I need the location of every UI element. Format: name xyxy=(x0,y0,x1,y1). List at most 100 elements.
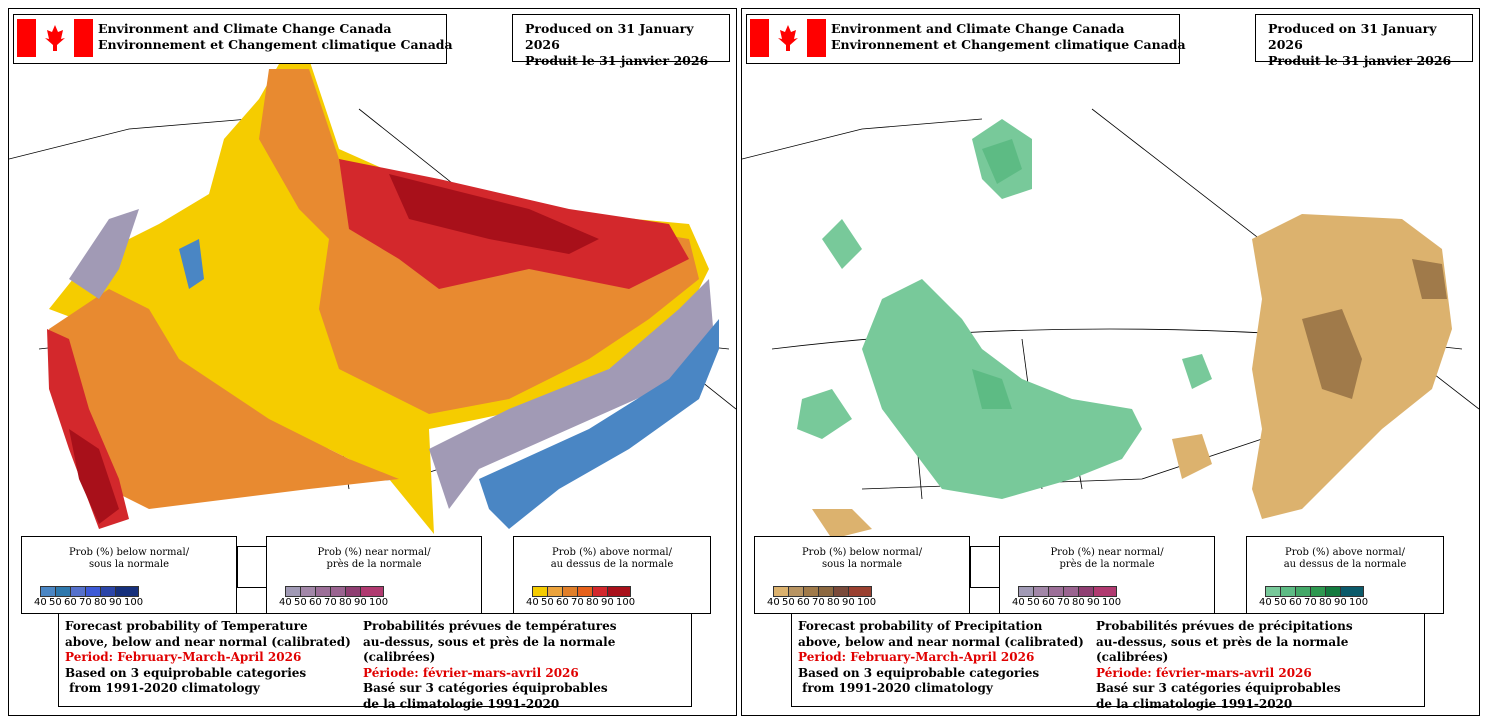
tick-label: 80 xyxy=(1319,597,1332,608)
color-swatch xyxy=(41,587,56,596)
forecast-description: Forecast probability of Precipitation abo… xyxy=(791,613,1425,711)
period-fr: Période: février-mars-avril 2026 xyxy=(1096,665,1312,680)
org-name-en: Environment and Climate Change Canada xyxy=(831,21,1125,36)
desc-fr: au-dessus, sous et près de la normale (c… xyxy=(1096,634,1349,665)
produced-en: Produced on 31 January 2026 xyxy=(1268,21,1437,52)
tick-label: 70 xyxy=(1304,597,1317,608)
color-swatch xyxy=(1311,587,1326,596)
tick-label: 60 xyxy=(64,597,77,608)
color-swatch xyxy=(1296,587,1311,596)
tick-label: 40 xyxy=(526,597,539,608)
below-normal-region xyxy=(179,239,719,529)
desc-en: Forecast probability of Temperature xyxy=(65,619,308,633)
tick-label: 80 xyxy=(339,597,352,608)
tick-label: 90 xyxy=(842,597,855,608)
color-swatch xyxy=(1281,587,1296,596)
color-swatch xyxy=(834,587,849,596)
legend-title-fr: sous la normale xyxy=(88,559,170,570)
legend-near-normal: Prob (%) near normal/près de la normale 4… xyxy=(266,536,482,614)
period-en: Period: February-March-April 2026 xyxy=(65,650,302,664)
tick-label: 60 xyxy=(309,597,322,608)
desc-fr: Probabilités prévues de précipitations xyxy=(1096,619,1353,633)
desc-fr: Basé sur 3 catégories équiprobables xyxy=(363,681,608,695)
color-swatch xyxy=(316,587,331,596)
legend-above-normal: Prob (%) above normal/au dessus de la no… xyxy=(513,536,711,614)
scale-ticks: 40 50 60 70 80 90 100 xyxy=(1012,597,1121,608)
color-swatch xyxy=(361,587,383,596)
desc-en: from 1991-2020 climatology xyxy=(798,681,993,695)
color-swatch xyxy=(346,587,361,596)
color-swatch xyxy=(1266,587,1281,596)
forecast-description: Forecast probability of Temperature above… xyxy=(58,613,692,711)
canada-flag-icon xyxy=(17,19,93,57)
legend-above-normal: Prob (%) above normal/au dessus de la no… xyxy=(1246,536,1444,614)
above-normal-darkgreen-region xyxy=(972,139,1022,409)
color-swatch xyxy=(593,587,608,596)
tick-label: 80 xyxy=(1072,597,1085,608)
tick-label: 80 xyxy=(827,597,840,608)
tick-label: 90 xyxy=(1087,597,1100,608)
scale-ticks: 40 50 60 70 80 90 100 xyxy=(34,597,144,608)
org-name-en: Environment and Climate Change Canada xyxy=(98,21,392,36)
legend-below-normal: Prob (%) below normal/sous la normale 40 5… xyxy=(754,536,970,614)
tick-label: 100 xyxy=(616,597,636,608)
desc-fr: Basé sur 3 catégories équiprobables xyxy=(1096,681,1341,695)
period-fr: Période: février-mars-avril 2026 xyxy=(363,665,579,680)
color-swatch xyxy=(56,587,71,596)
color-swatch xyxy=(101,587,116,596)
tick-label: 60 xyxy=(556,597,569,608)
spacer-box xyxy=(237,546,267,588)
desc-en: Based on 3 equiprobable categories xyxy=(798,665,1040,680)
produced-date: Produced on 31 January 2026 Produit le 31… xyxy=(1255,14,1473,68)
above-normal-orange-region xyxy=(49,69,699,509)
legend-title-en: Prob (%) near normal/ xyxy=(1050,547,1164,558)
color-scale xyxy=(285,586,384,597)
temperature-map xyxy=(9,59,736,534)
legend-title-fr: près de la normale xyxy=(326,559,422,570)
desc-en: Based on 3 equiprobable categories xyxy=(65,665,307,680)
tick-label: 40 xyxy=(1259,597,1272,608)
period-en: Period: February-March-April 2026 xyxy=(798,650,1035,664)
temperature-map-panel: Environment and Climate Change Canada Env… xyxy=(8,8,737,716)
scale-ticks: 40 50 60 70 80 90 100 xyxy=(526,597,636,608)
color-swatch xyxy=(71,587,86,596)
agency-header: Environment and Climate Change Canada Env… xyxy=(746,14,1186,64)
tick-label: 70 xyxy=(1057,597,1070,608)
color-swatch xyxy=(331,587,346,596)
legend-title-fr: au dessus de la normale xyxy=(1283,559,1407,570)
produced-fr: Produit le 31 janvier 2026 xyxy=(1268,53,1452,68)
color-swatch xyxy=(1341,587,1363,596)
tick-label: 70 xyxy=(812,597,825,608)
tick-label: 40 xyxy=(767,597,780,608)
color-swatch xyxy=(286,587,301,596)
color-swatch xyxy=(1326,587,1341,596)
color-swatch xyxy=(1034,587,1049,596)
tick-label: 100 xyxy=(124,597,144,608)
tick-label: 70 xyxy=(571,597,584,608)
tick-label: 90 xyxy=(601,597,614,608)
tick-label: 40 xyxy=(34,597,47,608)
color-swatch xyxy=(1019,587,1034,596)
tick-label: 70 xyxy=(324,597,337,608)
scale-ticks: 40 50 60 70 80 90 100 xyxy=(279,597,388,608)
legend-title-en: Prob (%) below normal/ xyxy=(801,547,923,558)
color-swatch xyxy=(563,587,578,596)
desc-fr: Probabilités prévues de températures xyxy=(363,619,617,633)
desc-fr: au-dessus, sous et près de la normale (c… xyxy=(363,634,616,665)
desc-en: Forecast probability of Precipitation xyxy=(798,619,1043,633)
color-swatch xyxy=(774,587,789,596)
color-swatch xyxy=(1064,587,1079,596)
below-normal-tan-region xyxy=(812,214,1452,539)
canada-flag-icon xyxy=(750,19,826,57)
scale-ticks: 40 50 60 70 80 90 100 xyxy=(767,597,876,608)
precipitation-map-panel: Environment and Climate Change Canada Env… xyxy=(741,8,1480,716)
color-swatch xyxy=(548,587,563,596)
tick-label: 50 xyxy=(49,597,62,608)
tick-label: 60 xyxy=(797,597,810,608)
agency-header: Environment and Climate Change Canada Env… xyxy=(13,14,453,64)
color-swatch xyxy=(86,587,101,596)
desc-en: above, below and near normal (calibrated… xyxy=(65,634,351,649)
near-normal-region xyxy=(69,209,714,509)
tick-label: 40 xyxy=(1012,597,1025,608)
color-swatch xyxy=(116,587,138,596)
